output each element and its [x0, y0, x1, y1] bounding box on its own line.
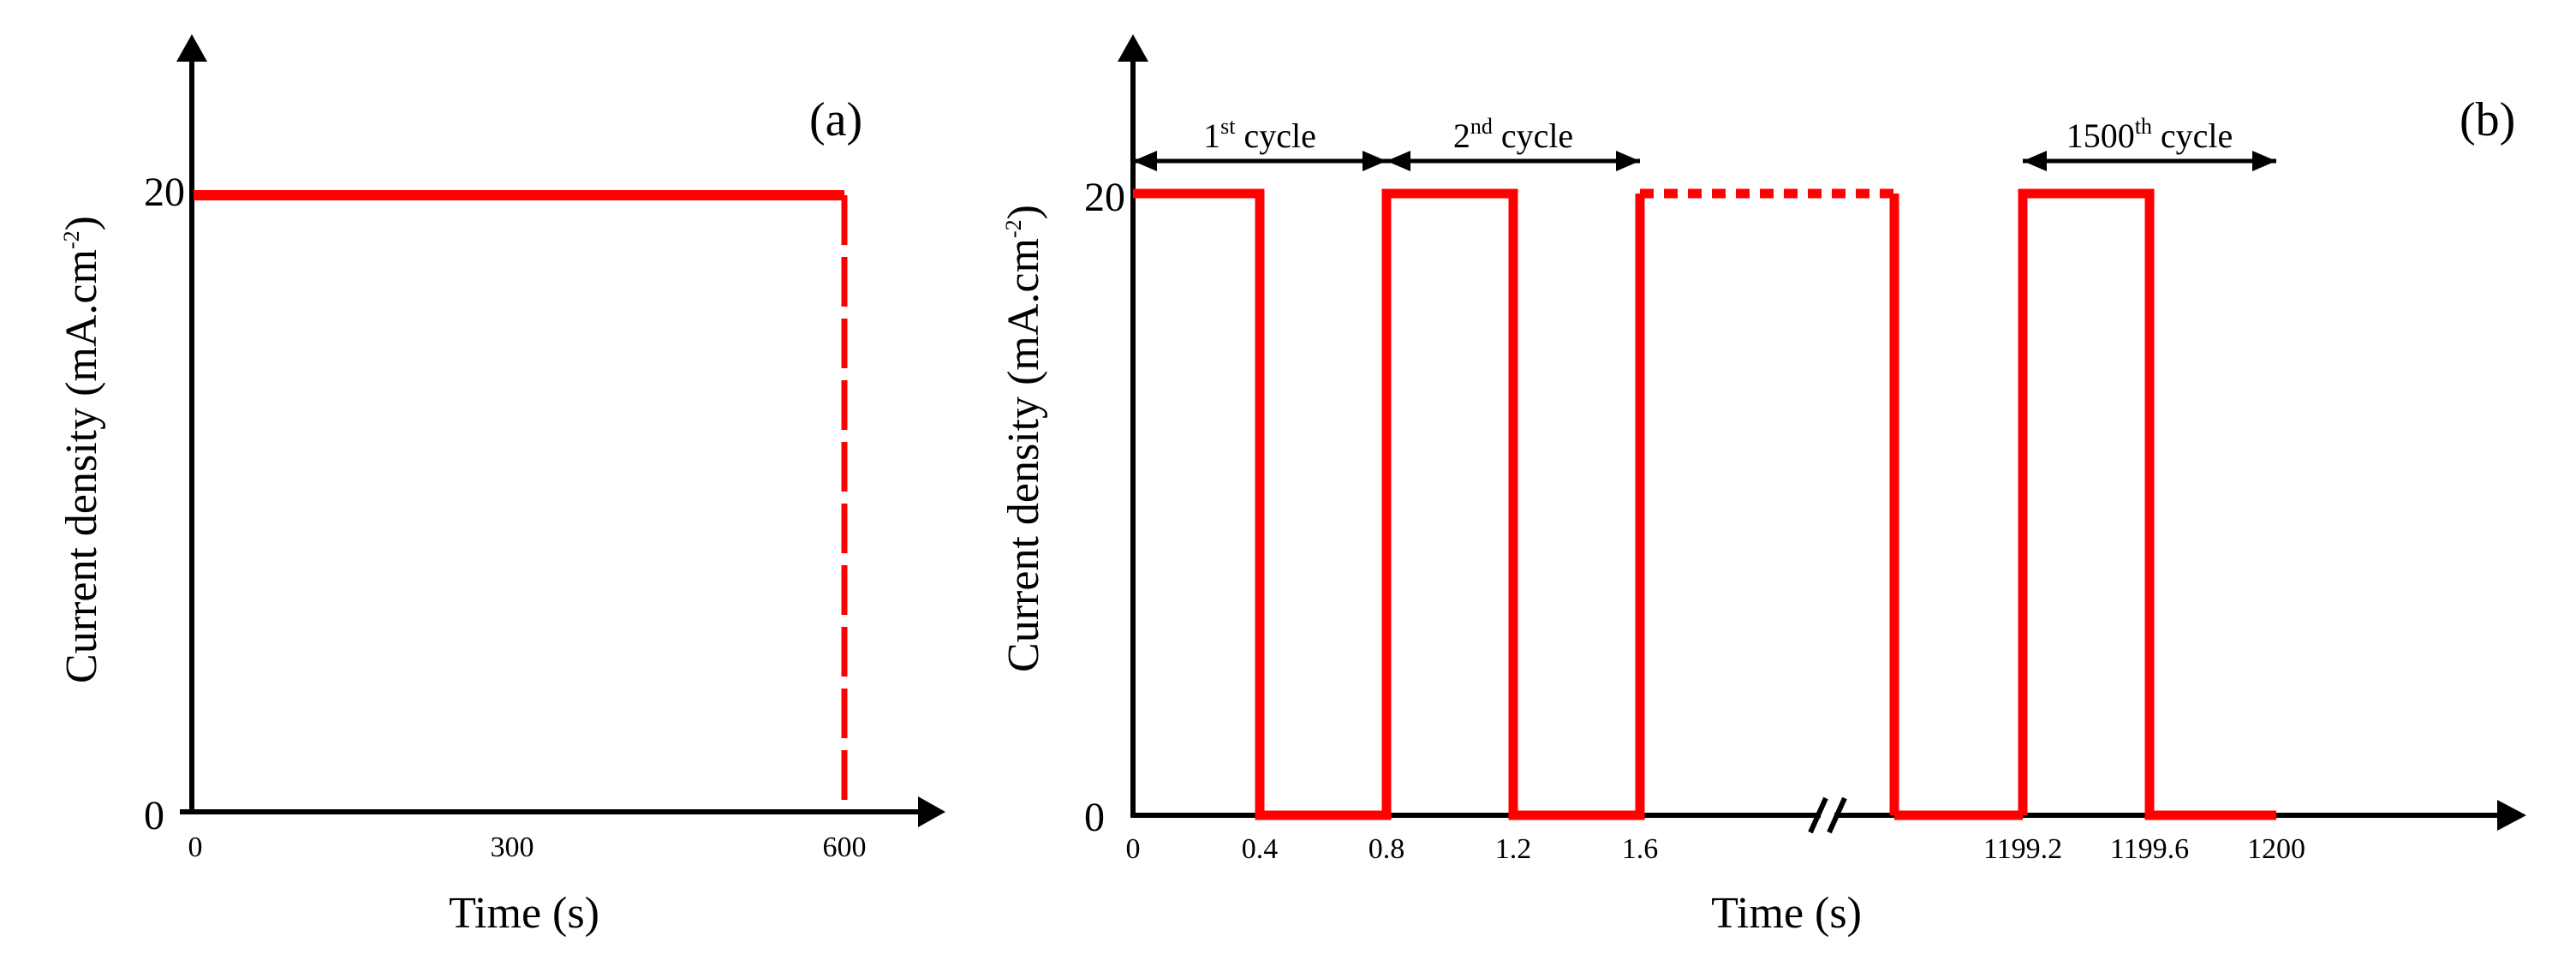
panel-b-cycle-arrowhead-left [1133, 151, 1157, 171]
panel-b-cycle-label: 2nd cycle [1453, 114, 1573, 155]
panel-a-xtick-600: 600 [823, 832, 867, 863]
panel-a-ylabel: Current density (mA.cm-2) [57, 216, 106, 683]
panel-b-xtick: 0.4 [1242, 833, 1279, 865]
panel-b-y-axis-arrow [1118, 34, 1148, 62]
panel-a-xtick-300: 300 [491, 832, 534, 863]
panel-a-ytick-20: 20 [144, 170, 185, 215]
panel-a-ylabel-main: Current density (mA.cm [57, 249, 106, 683]
panel-b-pulse-train-start [1133, 188, 1645, 820]
panel-b-plot [1133, 188, 2276, 820]
panel-b-xtick: 1199.6 [2110, 833, 2189, 865]
panel-a-ylabel-sup: -2 [59, 230, 84, 249]
panel-a-xtick-0: 0 [188, 832, 203, 863]
panel-b-cycle-arrowhead-right [2252, 151, 2276, 171]
panel-b-ylabel-sup: -2 [1001, 219, 1026, 238]
panel-b-cycle-arrowhead-left [2023, 151, 2047, 171]
panel-a-y-axis-arrow [176, 34, 207, 62]
panel-b-cycle-arrowhead-left [1386, 151, 1410, 171]
panel-b-cycle-label: 1st cycle [1203, 114, 1316, 155]
panel-b-cycle-arrowhead-right [1616, 151, 1640, 171]
panel-b-axis-break-1 [1808, 796, 1828, 834]
panel-a-label: (a) [809, 93, 862, 146]
panel-b-cycle-number: 1 [1203, 116, 1220, 155]
panel-b-xtick: 0.8 [1368, 833, 1405, 865]
panel-b-ytick-20: 20 [1084, 175, 1125, 220]
panel-b-xticks: 0 0.4 0.8 1.2 1.6 1199.2 1199.6 1200 [1126, 833, 2306, 865]
panel-b-ylabel: Current density (mA.cm-2) [999, 205, 1048, 672]
panel-b-xlabel: Time (s) [1711, 889, 1862, 938]
panel-a-ylabel-end: ) [57, 216, 106, 230]
panel-b-axis-break-2 [1827, 796, 1847, 834]
panel-b-cycle-word: cycle [1235, 116, 1315, 155]
panel-b-x-axis-arrow [2497, 800, 2526, 831]
panel-b-xtick: 1200 [2247, 833, 2305, 865]
panel-b-xtick: 1.6 [1622, 833, 1659, 865]
panel-b-xtick: 0 [1126, 833, 1141, 865]
panel-a-x-axis-arrow [918, 796, 945, 827]
panel-b-ytick-0: 0 [1084, 795, 1105, 840]
panel-b-cycle-word: cycle [1493, 116, 1573, 155]
panel-a-xlabel: Time (s) [449, 889, 599, 938]
panel-a-ytick-0: 0 [144, 793, 164, 838]
panel-b-label: (b) [2460, 93, 2515, 146]
panel-b: (b) 20 0 0 0.4 0.8 1.2 1.6 1199.2 1199.6 1200 T… [999, 34, 2526, 938]
panel-b-ylabel-end: ) [999, 205, 1048, 219]
panel-b-cycle-arrowhead-right [1363, 151, 1386, 171]
panel-b-cycle-suffix: st [1220, 114, 1236, 139]
panel-b-cycle-suffix: nd [1470, 114, 1493, 139]
panel-b-cycle-suffix: th [2135, 114, 2152, 139]
panel-b-pulse-train-end [2018, 188, 2276, 820]
panel-b-xtick: 1199.2 [1983, 833, 2062, 865]
panel-b-cycle-label: 1500th cycle [2066, 114, 2233, 155]
panel-a: (a) 20 0 0 300 600 Time (s) Current dens… [57, 34, 945, 938]
panel-b-cycle-number: 2 [1453, 116, 1470, 155]
panel-b-xtick: 1.2 [1495, 833, 1532, 865]
panel-b-cycle-number: 1500 [2066, 116, 2135, 155]
panel-b-ylabel-main: Current density (mA.cm [999, 238, 1048, 672]
panel-a-plot [194, 190, 848, 812]
panel-b-cycle-annotations: 1st cycle 2nd cycle 1500th cycle [1133, 114, 2276, 171]
panel-b-cycle-word: cycle [2152, 116, 2233, 155]
